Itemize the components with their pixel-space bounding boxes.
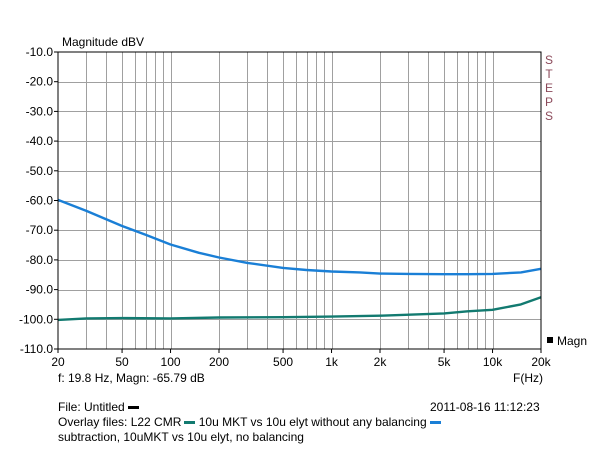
x-tick-label: 20 (51, 355, 65, 369)
series-lines (57, 198, 542, 322)
y-tick-label: -40.0 (26, 134, 54, 148)
x-tick-label: 20k (531, 355, 551, 369)
y-tick-label: -30.0 (26, 104, 54, 118)
file-swatch (127, 406, 139, 410)
overlay-2-swatch (429, 421, 441, 425)
y-tick-label: -70.0 (26, 223, 54, 237)
x-tick-labels: 20 50 100 200 500 1k 2k 5k 10k 20k (51, 349, 552, 369)
x-tick-label: 1k (325, 355, 339, 369)
y-tick-label: -80.0 (26, 253, 54, 267)
side-label-letter: P (545, 95, 553, 109)
x-tick-label: 200 (209, 355, 229, 369)
y-tick-label: -10.0 (26, 45, 54, 59)
cursor-readout: f: 19.8 Hz, Magn: -65.79 dB (58, 371, 205, 385)
y-tick-labels: -10.0 -20.0 -30.0 -40.0 -50.0 -60.0 -70.0 -80.0… (19, 45, 58, 356)
grid (58, 52, 541, 349)
side-label-letter: S (545, 53, 553, 67)
x-tick-label: 500 (273, 355, 293, 369)
x-tick-label: 5k (438, 355, 452, 369)
y-tick-label: -100.0 (19, 312, 53, 326)
y-tick-label: -20.0 (26, 75, 54, 89)
chart-title: Magnitude dBV (62, 35, 144, 49)
plot-area (58, 52, 541, 349)
plot-border (57, 51, 542, 350)
overlay-1-label: L22 CMR (130, 415, 182, 429)
legend-swatch (547, 337, 553, 343)
file-label: File: Untitled (58, 400, 125, 414)
x-tick-label: 2k (374, 355, 388, 369)
x-tick-label: 100 (161, 355, 181, 369)
y-tick-label: -50.0 (26, 164, 54, 178)
side-label-letter: S (545, 109, 553, 123)
side-label-letter: T (545, 67, 553, 81)
y-tick-label: -60.0 (26, 194, 54, 208)
y-tick-label: -90.0 (26, 283, 54, 297)
overlay-note: subtraction, 10uMKT vs 10u elyt, no bala… (58, 430, 304, 444)
x-tick-label: 10k (483, 355, 503, 369)
side-label-letter: E (545, 81, 553, 95)
series-line (57, 198, 542, 276)
series-line (57, 296, 542, 322)
overlay-prefix: Overlay files: (58, 415, 128, 429)
footer-overlay-line: Overlay files: L22 CMR 10u MKT vs 10u el… (58, 415, 441, 429)
x-axis-label: F(Hz) (513, 371, 543, 385)
legend-label: Magn (557, 334, 587, 348)
timestamp: 2011-08-16 11:12:23 (430, 400, 540, 414)
overlay-2-label: 10u MKT vs 10u elyt without any balancin… (198, 415, 427, 429)
y-tick-label: -110.0 (20, 342, 53, 356)
overlay-1-swatch (184, 421, 196, 425)
footer-file-line: File: Untitled (58, 400, 139, 414)
x-tick-label: 50 (115, 355, 129, 369)
